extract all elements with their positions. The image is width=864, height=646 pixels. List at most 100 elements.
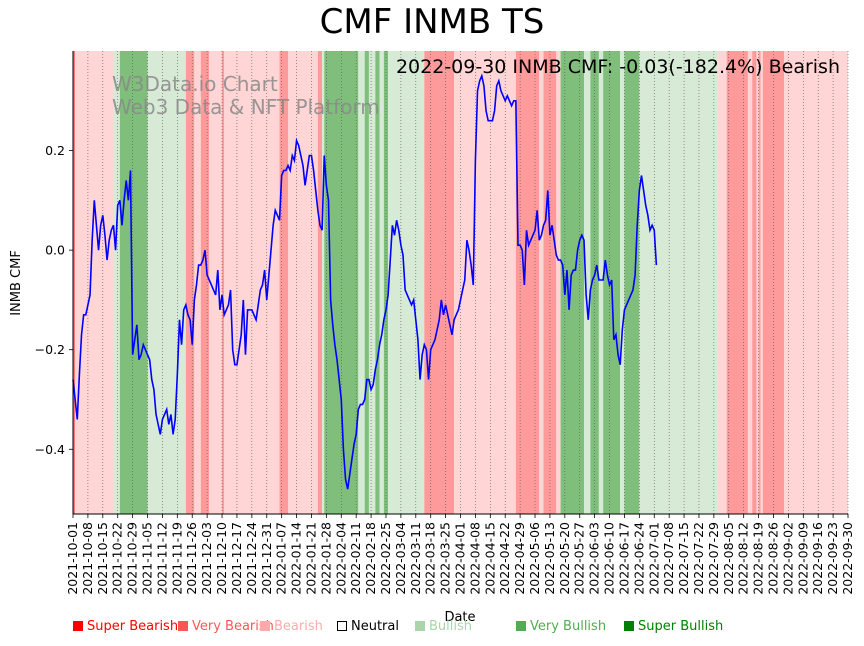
x-tick-label: 2021-12-24 <box>244 522 259 595</box>
region-super-bearish <box>73 51 76 514</box>
x-tick-label: 2022-06-24 <box>631 522 646 595</box>
legend-item: Bearish <box>260 619 323 634</box>
x-tick-label: 2021-10-22 <box>110 522 125 595</box>
legend-label: Neutral <box>351 619 399 634</box>
region-bullish <box>368 51 376 514</box>
x-tick-label: 2021-10-08 <box>80 522 95 595</box>
region-bullish <box>388 51 425 514</box>
x-tick-label: 2022-03-11 <box>408 522 423 595</box>
region-very-bearish <box>279 51 289 514</box>
x-tick-label: 2022-02-11 <box>348 522 363 595</box>
x-tick-label: 2022-03-04 <box>393 522 408 595</box>
region-bearish <box>454 51 516 514</box>
x-tick-label: 2022-09-02 <box>780 522 795 595</box>
region-bearish <box>75 51 114 514</box>
x-tick-label: 2022-05-13 <box>542 522 557 595</box>
x-tick-label: 2021-11-05 <box>140 522 155 595</box>
x-tick-label: 2022-04-08 <box>467 522 482 595</box>
region-very-bearish <box>424 51 455 514</box>
region-bullish <box>583 51 591 514</box>
x-tick-label: 2022-06-10 <box>602 522 617 595</box>
chart-title: CMF INMB TS <box>319 2 545 42</box>
region-bearish <box>539 51 544 514</box>
x-tick-label: 2022-01-14 <box>289 522 304 595</box>
watermark-line-2: Web3 Data & NFT Platform <box>112 95 380 119</box>
watermark-line-1: W3Data.io Chart <box>112 72 278 96</box>
x-tick-label: 2022-06-17 <box>616 522 631 595</box>
x-tick-label: 2022-02-18 <box>363 522 378 595</box>
x-tick-label: 2022-05-27 <box>572 522 587 595</box>
legend-swatch <box>73 621 83 631</box>
x-tick-label: 2022-09-30 <box>840 522 855 595</box>
y-tick-label: −0.2 <box>35 342 65 357</box>
x-axis-label: Date <box>444 610 475 625</box>
x-tick-label: 2022-05-20 <box>557 522 572 595</box>
legend-swatch <box>178 621 188 631</box>
region-bullish <box>113 51 120 514</box>
x-tick-label: 2021-12-17 <box>229 522 244 595</box>
region-very-bearish <box>200 51 210 514</box>
region-very-bullish <box>624 51 640 514</box>
region-bullish <box>379 51 384 514</box>
x-tick-label: 2022-07-22 <box>691 522 706 595</box>
legend-swatch <box>260 621 270 631</box>
legend-item: Neutral <box>337 619 399 634</box>
region-very-bearish <box>758 51 761 514</box>
y-tick-label: 0.0 <box>45 243 65 258</box>
region-bullish <box>358 51 365 514</box>
x-tick-label: 2021-11-19 <box>169 522 184 595</box>
legend-swatch <box>415 621 425 631</box>
legend-label: Bearish <box>274 619 323 634</box>
x-tick-label: 2022-08-05 <box>721 522 736 595</box>
region-very-bullish <box>560 51 584 514</box>
legend-label: Very Bullish <box>530 619 607 634</box>
legend-item: Super Bearish <box>73 619 178 634</box>
region-bearish <box>756 51 759 514</box>
y-tick-labels: 0.2 0.0 −0.2 −0.4 <box>35 143 73 457</box>
vertical-gridlines <box>72 51 849 514</box>
region-very-bullish <box>364 51 369 514</box>
x-tick-label: 2022-08-26 <box>765 522 780 595</box>
legend-item: Very Bearish <box>178 619 274 634</box>
x-tick-label: 2022-07-29 <box>706 522 721 595</box>
region-bullish <box>620 51 625 514</box>
x-tick-label: 2022-06-03 <box>587 522 602 595</box>
region-very-bullish <box>119 51 148 514</box>
x-tick-label: 2022-03-18 <box>423 522 438 595</box>
latest-value-annotation: 2022-09-30 INMB CMF: -0.03(-182.4%) Bear… <box>396 56 840 78</box>
legend-label: Very Bearish <box>192 619 274 634</box>
x-tick-label: 2021-12-03 <box>199 522 214 595</box>
region-very-bearish <box>752 51 757 514</box>
x-tick-label: 2022-02-04 <box>333 522 348 595</box>
legend-label: Super Bearish <box>87 619 179 634</box>
region-very-bearish <box>726 51 748 514</box>
x-tick-label: 2022-07-08 <box>661 522 676 595</box>
x-tick-label: 2022-08-19 <box>751 522 766 595</box>
x-tick-label: 2022-01-07 <box>274 522 289 595</box>
y-tick-label: 0.2 <box>45 143 65 158</box>
region-very-bearish <box>515 51 540 514</box>
region-bearish <box>209 51 223 514</box>
region-bearish <box>718 51 727 514</box>
region-bearish <box>747 51 753 514</box>
y-axis-label: INMB CMF <box>9 250 24 316</box>
region-bullish <box>639 51 719 514</box>
x-tick-label: 2022-09-23 <box>825 522 840 595</box>
x-tick-label: 2021-10-29 <box>125 522 140 595</box>
sentiment-legend: Super Bearish Very Bearish Bearish Neutral B… <box>0 619 864 641</box>
x-tick-label: 2022-08-12 <box>736 522 751 595</box>
x-tick-label: 2022-04-22 <box>497 522 512 595</box>
x-tick-label: 2022-02-25 <box>378 522 393 595</box>
x-tick-label: 2022-04-29 <box>512 522 527 595</box>
x-tick-label: 2021-12-31 <box>259 522 274 595</box>
x-tick-label: 2021-10-15 <box>95 522 110 595</box>
region-bearish <box>556 51 561 514</box>
legend-item: Super Bullish <box>624 619 723 634</box>
legend-label: Bullish <box>429 619 473 634</box>
region-very-bearish <box>317 51 323 514</box>
region-bullish <box>598 51 604 514</box>
region-bearish <box>760 51 763 514</box>
x-tick-label: 2021-11-26 <box>184 522 199 595</box>
cmf-series-line <box>72 73 658 490</box>
